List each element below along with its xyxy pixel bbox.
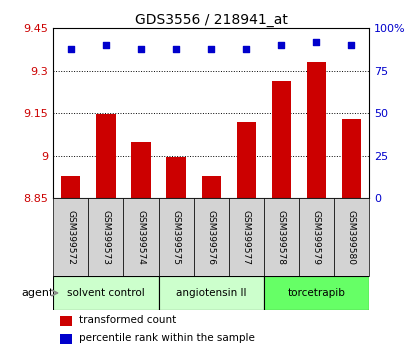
Bar [236, 122, 255, 198]
Point [102, 42, 109, 48]
Bar [166, 157, 185, 198]
FancyBboxPatch shape [158, 198, 193, 276]
Point [172, 46, 179, 52]
Point [207, 46, 214, 52]
Text: GSM399580: GSM399580 [346, 210, 355, 265]
Bar [61, 176, 80, 198]
FancyBboxPatch shape [123, 198, 158, 276]
Text: GSM399579: GSM399579 [311, 210, 320, 265]
Bar [306, 62, 325, 198]
Bar [263, 276, 368, 310]
Point [312, 39, 319, 45]
FancyBboxPatch shape [193, 198, 228, 276]
Text: GSM399576: GSM399576 [206, 210, 215, 265]
FancyBboxPatch shape [228, 198, 263, 276]
Text: GSM399577: GSM399577 [241, 210, 250, 265]
Bar [201, 176, 220, 198]
Bar [53, 276, 158, 310]
Text: percentile rank within the sample: percentile rank within the sample [79, 333, 254, 343]
Text: GSM399575: GSM399575 [171, 210, 180, 265]
Bar [158, 276, 263, 310]
Title: GDS3556 / 218941_at: GDS3556 / 218941_at [135, 13, 287, 27]
FancyBboxPatch shape [53, 198, 88, 276]
Point [277, 42, 284, 48]
Text: agent: agent [21, 288, 53, 298]
Text: transformed count: transformed count [79, 315, 175, 325]
FancyBboxPatch shape [298, 198, 333, 276]
Text: GSM399572: GSM399572 [66, 210, 75, 265]
Text: angiotensin II: angiotensin II [175, 288, 246, 298]
Text: GSM399574: GSM399574 [136, 210, 145, 265]
Bar [59, 334, 72, 344]
Bar [96, 114, 115, 198]
Bar [271, 81, 290, 198]
Text: torcetrapib: torcetrapib [287, 288, 344, 298]
Bar [341, 119, 360, 198]
Text: GSM399573: GSM399573 [101, 210, 110, 265]
Text: solvent control: solvent control [67, 288, 144, 298]
Text: GSM399578: GSM399578 [276, 210, 285, 265]
FancyBboxPatch shape [263, 198, 298, 276]
Point [67, 46, 74, 52]
Point [243, 46, 249, 52]
Bar [59, 316, 72, 326]
Point [137, 46, 144, 52]
Point [347, 42, 354, 48]
Bar [131, 142, 150, 198]
FancyBboxPatch shape [88, 198, 123, 276]
FancyBboxPatch shape [333, 198, 368, 276]
